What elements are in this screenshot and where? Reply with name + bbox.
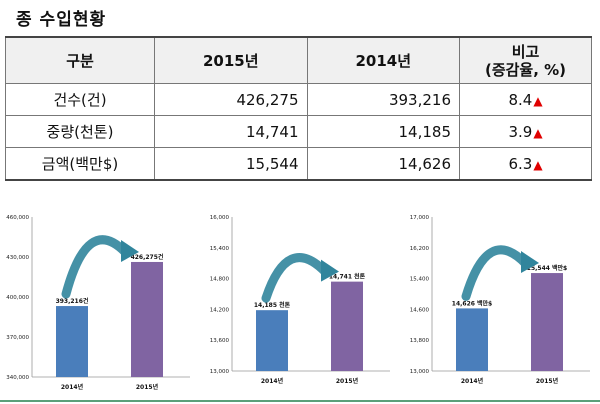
row-label: 건수(건) (5, 83, 155, 116)
y-tick-label: 13,000 (210, 369, 230, 375)
y-tick-label: 13,600 (210, 338, 230, 344)
y-tick-label: 14,800 (210, 277, 230, 283)
amount-chart: 13,000 13,800 14,600 15,400 16,200 17,000 14,6… (410, 215, 590, 385)
table-header-row: 구분 2015년 2014년 비고 (증감율, %) (5, 36, 592, 84)
y-tick-label: 17,000 (410, 215, 430, 221)
header-2015: 2015년 (154, 36, 308, 84)
import-summary-table: 구분 2015년 2014년 비고 (증감율, %) 건수(건) 426,275… (5, 36, 592, 181)
count-chart: 340,000 370,000 400,000 430,000 460,000 393,2… (6, 215, 190, 391)
x-tick-label: 2015년 (136, 383, 159, 391)
x-tick-label: 2014년 (61, 383, 84, 391)
ratio-cell: 6.3▲ (459, 147, 592, 181)
bar-2014 (456, 308, 488, 371)
growth-arrow (261, 253, 330, 303)
x-tick-label: 2015년 (336, 377, 359, 385)
y-tick-label: 16,000 (210, 215, 230, 221)
header-remark-sub: (증감율, %) (484, 60, 567, 79)
y-tick-label: 460,000 (6, 215, 29, 221)
x-tick-label: 2014년 (461, 377, 484, 385)
y-tick-label: 340,000 (6, 375, 29, 381)
page-title: 종 수입현황 (16, 10, 107, 30)
y-tick-label: 16,200 (410, 246, 430, 252)
y-tick-label: 400,000 (6, 295, 29, 301)
table-row: 건수(건) 426,275 393,216 8.4▲ (5, 83, 592, 116)
ratio-value: 3.9 (508, 122, 533, 141)
table-row: 중량(천톤) 14,741 14,185 3.9▲ (5, 115, 592, 148)
x-tick-label: 2014년 (261, 377, 284, 385)
bar-2015 (331, 281, 363, 371)
data-label: 14,626 백만$ (452, 299, 492, 307)
data-label: 393,216건 (56, 297, 89, 305)
bar-2014 (256, 310, 288, 371)
weight-chart: 13,000 13,600 14,200 14,800 15,400 16,000 14,1… (210, 215, 390, 385)
value-2015: 15,544 (154, 147, 308, 181)
footer-divider (0, 400, 600, 402)
table-row: 금액(백만$) 15,544 14,626 6.3▲ (5, 147, 592, 181)
y-tick-label: 430,000 (6, 255, 29, 261)
header-remark: 비고 (증감율, %) (459, 36, 592, 84)
row-label: 금액(백만$) (5, 147, 155, 181)
header-2014: 2014년 (306, 36, 460, 84)
growth-arrow (461, 245, 530, 301)
value-2015: 14,741 (154, 115, 308, 148)
y-tick-label: 370,000 (6, 335, 29, 341)
increase-triangle-icon: ▲ (533, 157, 543, 172)
x-tick-label: 2015년 (536, 377, 559, 385)
y-tick-label: 13,000 (410, 369, 430, 375)
bar-2015 (131, 261, 163, 377)
header-remark-label: 비고 (511, 42, 540, 61)
y-tick-label: 15,400 (410, 277, 430, 283)
value-2014: 393,216 (306, 83, 460, 116)
bar-2015 (531, 273, 563, 371)
y-tick-label: 13,800 (410, 338, 430, 344)
ratio-value: 6.3 (508, 154, 533, 173)
value-2014: 14,626 (306, 147, 460, 181)
bar-2014 (56, 306, 88, 377)
growth-arrow-head (121, 239, 139, 262)
data-label: 426,275건 (131, 253, 164, 261)
y-tick-label: 15,400 (210, 246, 230, 252)
growth-arrow-head (521, 251, 539, 274)
data-label: 14,185 천톤 (254, 301, 291, 309)
growth-arrow (61, 235, 130, 299)
data-label: 15,544 백만$ (527, 264, 567, 272)
ratio-cell: 8.4▲ (459, 83, 592, 116)
increase-triangle-icon: ▲ (533, 125, 543, 140)
ratio-value: 8.4 (508, 90, 533, 109)
y-tick-label: 14,600 (410, 307, 430, 313)
header-category: 구분 (5, 36, 155, 84)
row-label: 중량(천톤) (5, 115, 155, 148)
growth-arrow-head (321, 259, 339, 282)
ratio-cell: 3.9▲ (459, 115, 592, 148)
y-tick-label: 14,200 (210, 307, 230, 313)
data-label: 14,741 천톤 (329, 273, 366, 281)
value-2015: 426,275 (154, 83, 308, 116)
value-2014: 14,185 (306, 115, 460, 148)
increase-triangle-icon: ▲ (533, 93, 543, 108)
